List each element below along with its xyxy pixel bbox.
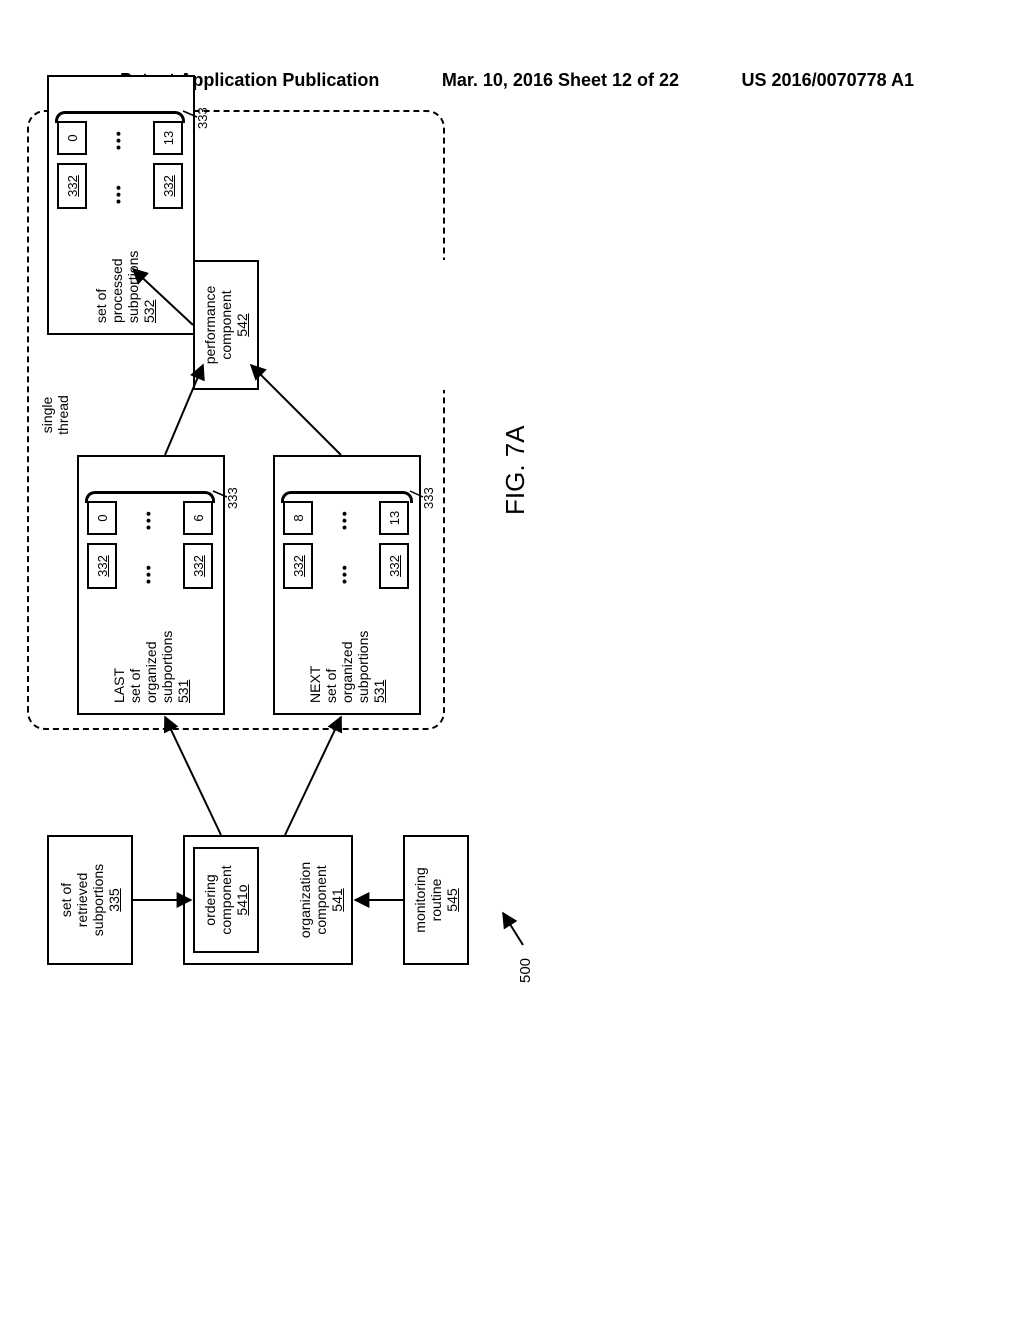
proc-dots-332: ••• <box>110 183 126 204</box>
proc-bracket <box>55 111 185 123</box>
arrows <box>105 235 925 905</box>
proc-val-top: 0 <box>57 121 87 155</box>
single-thread-line1: single <box>39 375 55 455</box>
single-thread-line2: thread <box>55 375 71 455</box>
single-thread-label: single thread <box>39 375 71 455</box>
figure-label: FIG. 7A <box>500 425 531 515</box>
header-right: US 2016/0070778 A1 <box>742 70 914 91</box>
proc-bracket-ref: 333 <box>195 107 210 129</box>
ref-500: 500 <box>517 958 534 983</box>
proc-332-bot: 332 <box>153 163 183 209</box>
diagram: single thread set of retrieved subportio… <box>105 235 925 905</box>
proc-val-bot: 13 <box>153 121 183 155</box>
proc-332-top: 332 <box>57 163 87 209</box>
proc-dots-val: ••• <box>110 129 126 150</box>
header-center: Mar. 10, 2016 Sheet 12 of 22 <box>442 70 679 91</box>
